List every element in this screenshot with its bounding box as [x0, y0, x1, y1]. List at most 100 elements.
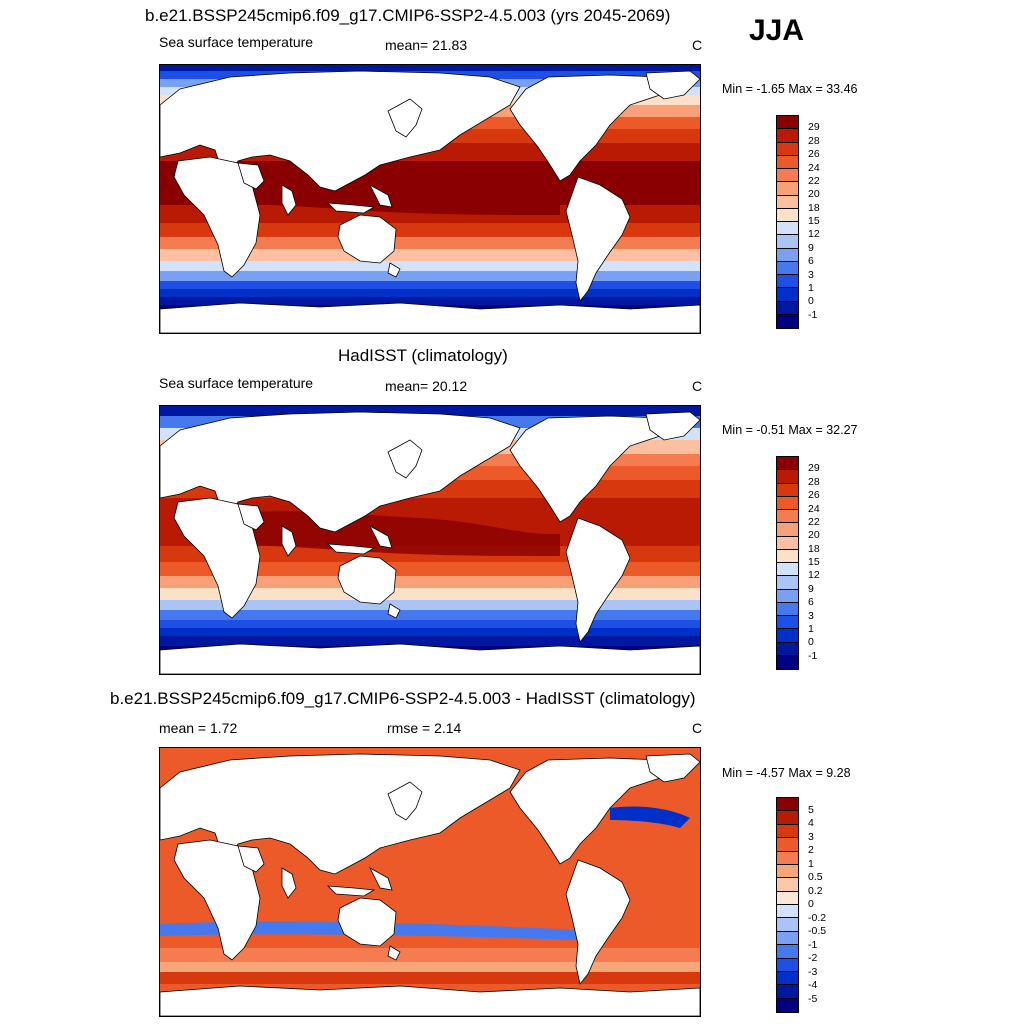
anomaly-region [610, 806, 690, 828]
colorbar-swatch [777, 261, 798, 275]
panel3-cb-label: -0.5 [808, 925, 827, 937]
panel2-cb-label: 22 [808, 515, 820, 528]
panel2-variable-label: Sea surface temperature [159, 375, 314, 391]
ocean-band [160, 271, 700, 281]
panel1-cb-label: 15 [808, 215, 820, 227]
colorbar-swatch [777, 864, 798, 879]
colorbar-swatch [777, 549, 798, 563]
ocean-band [160, 600, 700, 610]
ocean-band [160, 962, 700, 972]
ocean-band [160, 261, 700, 271]
panel3-mean-label: mean = 1.72 [159, 720, 238, 736]
panel3-cb-label: 1 [808, 857, 814, 870]
panel3-units-label: C [692, 720, 703, 736]
panel2-cb-label: 0 [808, 636, 814, 649]
land-mass [337, 897, 397, 947]
colorbar-swatch [777, 878, 798, 892]
colorbar-swatch [777, 945, 798, 959]
colorbar-swatch [777, 288, 798, 302]
colorbar-swatch [777, 576, 798, 590]
ocean-band [160, 281, 700, 289]
panel1-mean-label: mean= 21.83 [385, 37, 468, 53]
panel2-minmax-label: Min = -0.51 Max = 32.27 [722, 423, 858, 437]
colorbar-swatch [777, 891, 798, 905]
panel1-cb-label: -1 [808, 308, 818, 321]
panel1-cb-label: 0 [808, 295, 814, 308]
land-mass [160, 302, 700, 333]
land-mass [369, 867, 393, 891]
panel3-cb-label: -3 [808, 965, 818, 978]
ocean-band [160, 223, 700, 237]
panel1-cb-label: 3 [808, 268, 814, 281]
colorbar-swatch [777, 811, 798, 825]
colorbar-swatch [777, 235, 798, 249]
colorbar-swatch [777, 301, 798, 315]
land-mass [387, 439, 423, 479]
land-mass [565, 859, 631, 985]
ocean-band [160, 972, 700, 984]
panel2-cb-label: 26 [808, 489, 820, 502]
panel3-cb-label: 5 [808, 803, 814, 816]
land-mass [281, 867, 297, 899]
colorbar-swatch [777, 496, 798, 510]
panel2-cb-label: 18 [808, 542, 820, 555]
panel1-minmax-label: Min = -1.65 Max = 33.46 [722, 82, 858, 96]
panel2-cb-label: 15 [808, 556, 820, 568]
panel2-cb-label: 6 [808, 596, 814, 609]
panel1-units-label: C [692, 37, 703, 53]
panel1-map-svg [160, 65, 700, 333]
panel2-cb-label: 1 [808, 622, 814, 635]
warm-pool [220, 511, 560, 556]
ocean-band [160, 249, 700, 261]
panel2-mean-label: mean= 20.12 [385, 378, 468, 394]
panel3-cb-label: 4 [808, 817, 814, 829]
land-mass [387, 945, 401, 961]
colorbar-swatch [777, 971, 798, 986]
panel2-cb-label: 20 [808, 529, 820, 542]
panel3-map [159, 747, 701, 1017]
panel1-colorbar [776, 115, 799, 329]
land-mass [645, 411, 700, 441]
ocean-band [160, 588, 700, 600]
colorbar-swatch [777, 182, 798, 196]
panel1-cb-label: 26 [808, 148, 820, 161]
colorbar-swatch [777, 958, 798, 972]
ocean-band [160, 620, 700, 628]
colorbar-swatch [777, 563, 798, 577]
panel3-cb-label: 3 [808, 830, 814, 843]
panel2-map [159, 405, 701, 675]
panel3-cb-label: -0.2 [808, 911, 827, 924]
colorbar-swatch [777, 457, 798, 471]
colorbar-swatch [777, 616, 798, 630]
colorbar-swatch [777, 195, 798, 209]
panel1-map [159, 64, 701, 334]
ocean-band [160, 576, 700, 588]
colorbar-swatch [777, 931, 798, 946]
colorbar-swatch [777, 536, 798, 550]
land-mass [326, 885, 376, 897]
ocean-band [160, 562, 700, 576]
colorbar-swatch [777, 602, 798, 616]
panel3-cb-label: 2 [808, 844, 814, 856]
panel1-cb-label: 6 [808, 255, 814, 268]
land-mass [565, 517, 631, 643]
colorbar-swatch [777, 510, 798, 524]
ocean-band [160, 406, 700, 416]
colorbar-swatch [777, 314, 798, 328]
colorbar-swatch [777, 208, 798, 222]
land-mass [387, 98, 423, 138]
panel1-cb-label: 18 [808, 201, 820, 214]
land-mass [387, 262, 401, 278]
panel2-colorbar [776, 456, 799, 670]
land-mass [326, 202, 376, 214]
panel1-cb-label: 9 [808, 241, 814, 254]
land-mass [369, 525, 393, 549]
panel3-cb-label: -5 [808, 992, 818, 1005]
panel1-cb-label: 28 [808, 134, 820, 147]
land-mass [369, 184, 393, 208]
panel2-title: HadISST (climatology) [338, 346, 508, 365]
ocean-band [160, 628, 700, 636]
land-mass [387, 603, 401, 619]
panel2-units-label: C [692, 378, 703, 394]
land-mass [160, 411, 521, 533]
